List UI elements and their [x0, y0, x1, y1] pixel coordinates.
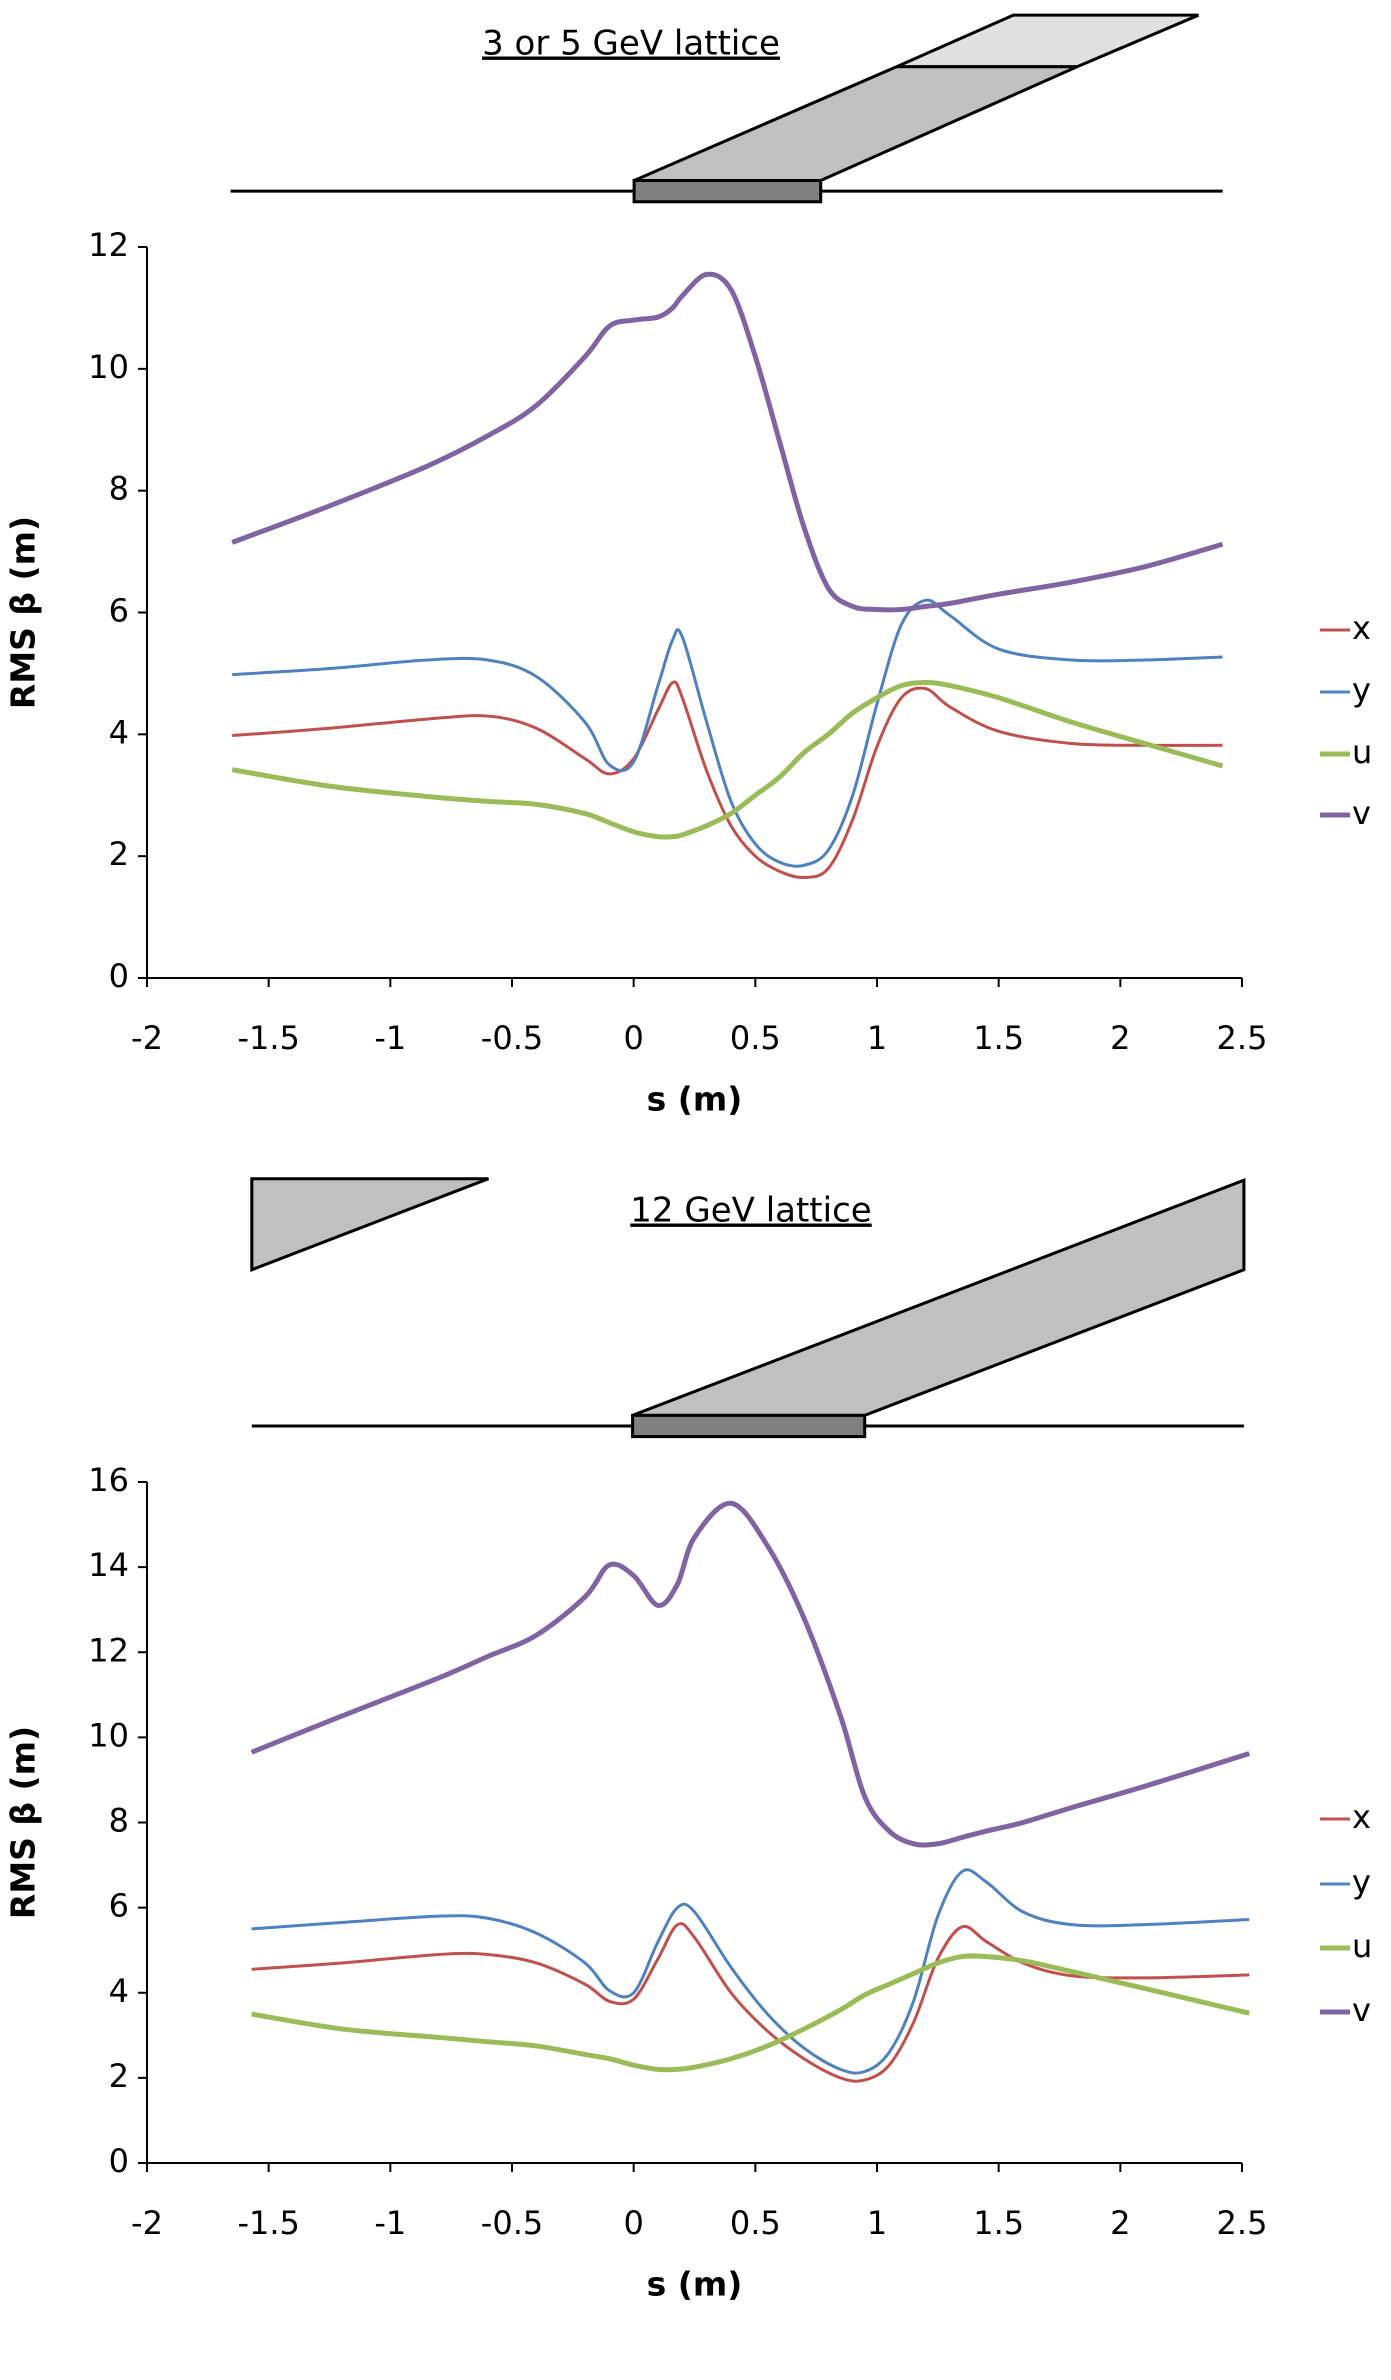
x-tick-label: -1.5	[237, 2204, 299, 2242]
legend-label: y	[1352, 671, 1371, 709]
chart-title: 3 or 5 GeV lattice	[482, 24, 780, 64]
series-line	[251, 1922, 1250, 2083]
y-tick-label: 6	[109, 1887, 129, 1925]
y-tick-label: 12	[88, 226, 129, 264]
series-line	[232, 598, 1223, 868]
lattice-diagrams	[230, 13, 1246, 1439]
y-tick-label: 4	[109, 713, 129, 751]
series-line	[231, 680, 1224, 840]
x-tick-label: 2.5	[1217, 1019, 1268, 1057]
y-tick-label: 4	[109, 1972, 129, 2010]
magnet-shape	[633, 65, 1078, 183]
x-tick-label: -0.5	[481, 2204, 543, 2242]
magnet-base	[632, 179, 823, 204]
x-tick-label: 1.5	[973, 2204, 1024, 2242]
magnet-shape	[895, 13, 1200, 69]
x-tick-label: 2	[1110, 1019, 1130, 1057]
x-tick-label: 1.5	[973, 1019, 1024, 1057]
y-tick-label: 14	[88, 1546, 129, 1584]
x-tick-label: -1	[374, 2204, 406, 2242]
y-tick-label: 10	[88, 1716, 129, 1754]
x-tick-label: 0	[623, 2204, 643, 2242]
y-tick-label: 8	[109, 470, 129, 508]
series-line	[250, 1500, 1251, 1848]
series-line	[251, 1953, 1250, 2073]
series-line	[232, 680, 1223, 880]
legend-label: u	[1352, 733, 1372, 771]
magnet-shape	[250, 1177, 490, 1272]
y-tick-label: 16	[88, 1461, 129, 1499]
y-tick-label: 2	[109, 2057, 129, 2095]
legend-label: v	[1352, 794, 1371, 832]
legend-label: x	[1352, 609, 1371, 647]
x-axis-title: s (m)	[647, 2265, 743, 2304]
x-tick-label: -2	[131, 2204, 163, 2242]
series-line	[251, 1868, 1250, 2075]
y-axis-title: RMS β (m)	[4, 516, 43, 709]
x-axis-title: s (m)	[647, 1080, 743, 1119]
x-tick-label: 1	[867, 2204, 887, 2242]
y-tick-label: 6	[109, 592, 129, 630]
y-axis-title: RMS β (m)	[4, 1726, 43, 1919]
y-tick-label: 0	[109, 957, 129, 995]
y-tick-label: 12	[88, 1631, 129, 1669]
magnet-base	[631, 1413, 867, 1439]
legend-label: x	[1352, 1798, 1371, 1836]
x-tick-label: 0.5	[730, 2204, 781, 2242]
chart-title: 12 GeV lattice	[630, 1191, 871, 1231]
x-tick-label: 2	[1110, 2204, 1130, 2242]
x-tick-label: -1	[374, 1019, 406, 1057]
y-tick-label: 0	[109, 2142, 129, 2180]
series-line	[231, 271, 1224, 613]
legend-label: y	[1352, 1863, 1371, 1901]
x-tick-label: 1	[867, 1019, 887, 1057]
x-tick-label: 0	[623, 1019, 643, 1057]
x-tick-label: 0.5	[730, 1019, 781, 1057]
x-tick-label: 2.5	[1217, 2204, 1268, 2242]
legend-label: v	[1352, 1991, 1371, 2029]
y-tick-label: 2	[109, 835, 129, 873]
x-tick-label: -2	[131, 1019, 163, 1057]
y-tick-label: 8	[109, 1802, 129, 1840]
x-tick-label: -0.5	[481, 1019, 543, 1057]
legend-label: u	[1352, 1927, 1372, 1965]
y-tick-label: 10	[88, 348, 129, 386]
x-tick-label: -1.5	[237, 1019, 299, 1057]
